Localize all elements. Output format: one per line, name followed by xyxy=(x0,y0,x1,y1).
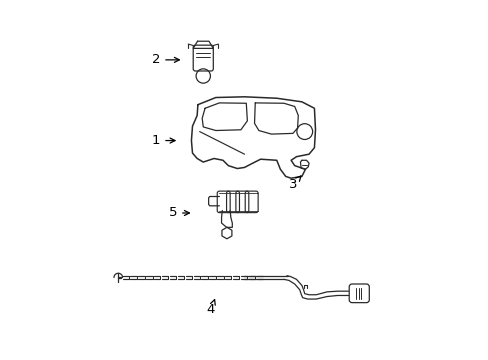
Text: 5: 5 xyxy=(168,207,189,220)
Text: 1: 1 xyxy=(151,134,175,147)
Text: 3: 3 xyxy=(288,176,300,191)
Text: 2: 2 xyxy=(151,53,179,66)
Text: 4: 4 xyxy=(206,300,215,316)
